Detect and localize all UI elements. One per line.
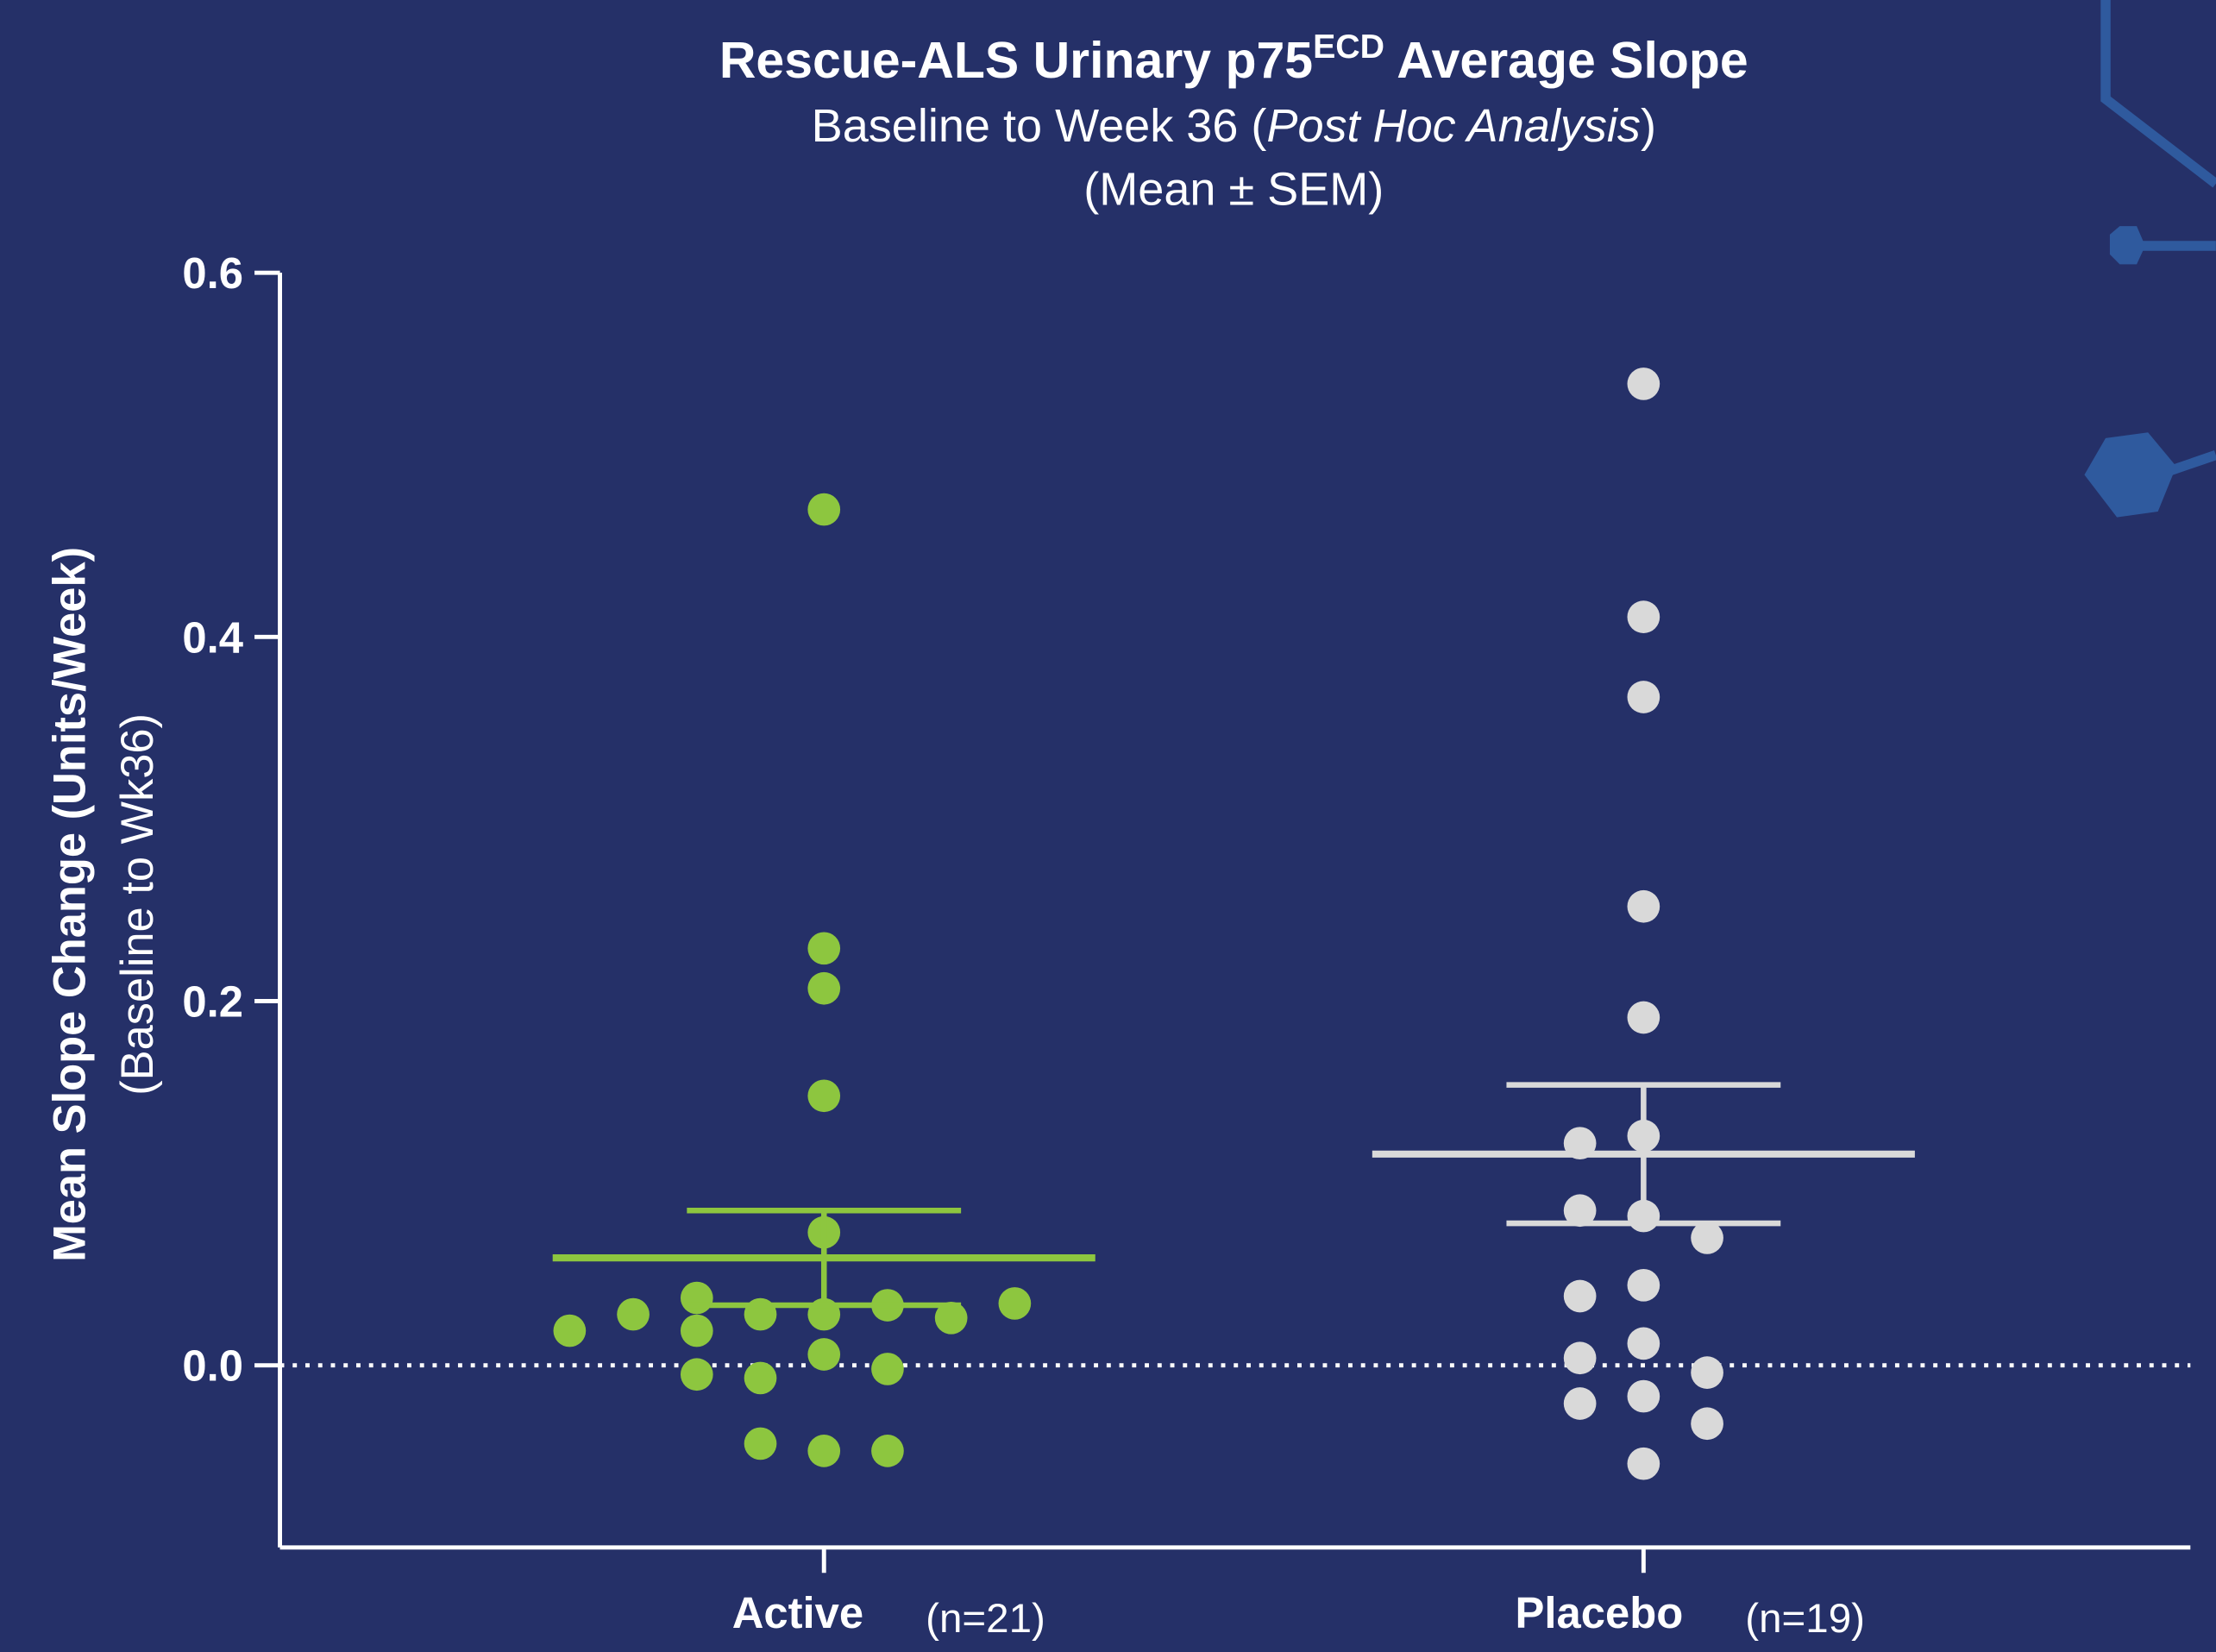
data-point	[744, 1361, 777, 1395]
data-point	[1627, 1379, 1660, 1413]
y-tick-label: 0.2	[182, 977, 243, 1027]
category-label: Active	[732, 1588, 863, 1637]
subtitle-text: )	[1641, 100, 1656, 152]
data-point	[1691, 1222, 1723, 1254]
data-point	[998, 1287, 1032, 1320]
data-point	[1563, 1279, 1597, 1313]
data-point	[807, 971, 841, 1005]
data-point	[617, 1297, 650, 1331]
y-tick-label: 0.0	[182, 1341, 243, 1391]
subtitle-italic: Post Hoc Analysis	[1266, 100, 1641, 152]
subtitle-text: Baseline to Week 36 (	[812, 100, 1267, 152]
y-tick-label: 0.6	[182, 248, 243, 298]
title-superscript: ECD	[1313, 28, 1384, 66]
data-point	[1627, 681, 1660, 713]
data-point	[1627, 1447, 1660, 1480]
data-point	[553, 1314, 587, 1347]
n-label: (n=21)	[926, 1596, 1045, 1642]
data-point	[934, 1301, 968, 1335]
data-point	[1627, 1001, 1660, 1034]
data-point	[1627, 1268, 1660, 1302]
chart-note: (Mean ± SEM)	[1083, 164, 1384, 216]
title-main: Rescue-ALS Urinary p75	[719, 33, 1313, 89]
decoration-hex	[2109, 226, 2145, 265]
plot: 0.0 0.2 0.4 0.6 Active (n=21) Placebo (n=19)	[182, 248, 2191, 1642]
data-point	[1627, 600, 1660, 633]
data-point	[680, 1358, 713, 1391]
data-point	[1563, 1341, 1597, 1375]
chart-subtitle: Baseline to Week 36 (Post Hoc Analysis)	[812, 100, 1656, 152]
data-point	[807, 932, 841, 965]
title-suffix: Average Slope	[1384, 33, 1748, 89]
data-point	[807, 1435, 841, 1467]
data-point	[1563, 1194, 1597, 1228]
data-point	[680, 1281, 713, 1315]
y-tick-label: 0.4	[182, 612, 243, 662]
data-point	[807, 493, 841, 526]
data-point	[680, 1314, 713, 1347]
decoration-hex	[2084, 432, 2176, 518]
data-point	[807, 1079, 841, 1113]
data-point	[871, 1435, 904, 1467]
data-point	[744, 1427, 777, 1460]
chart-title: Rescue-ALS Urinary p75ECD Average Slope	[719, 28, 1748, 89]
data-point	[1691, 1356, 1723, 1389]
data-point	[1563, 1387, 1597, 1420]
category-label: Placebo	[1516, 1588, 1684, 1637]
data-point	[1627, 367, 1660, 400]
y-axis-label: Mean Slope Change (Units/Week)	[45, 547, 95, 1262]
data-point	[1627, 1327, 1660, 1360]
data-point	[1627, 889, 1660, 923]
n-label: (n=19)	[1745, 1596, 1865, 1642]
data-point	[807, 1338, 841, 1371]
y-axis-sublabel: (Baseline to Wk36)	[113, 713, 163, 1096]
data-point	[871, 1353, 904, 1385]
data-point	[1691, 1407, 1723, 1441]
